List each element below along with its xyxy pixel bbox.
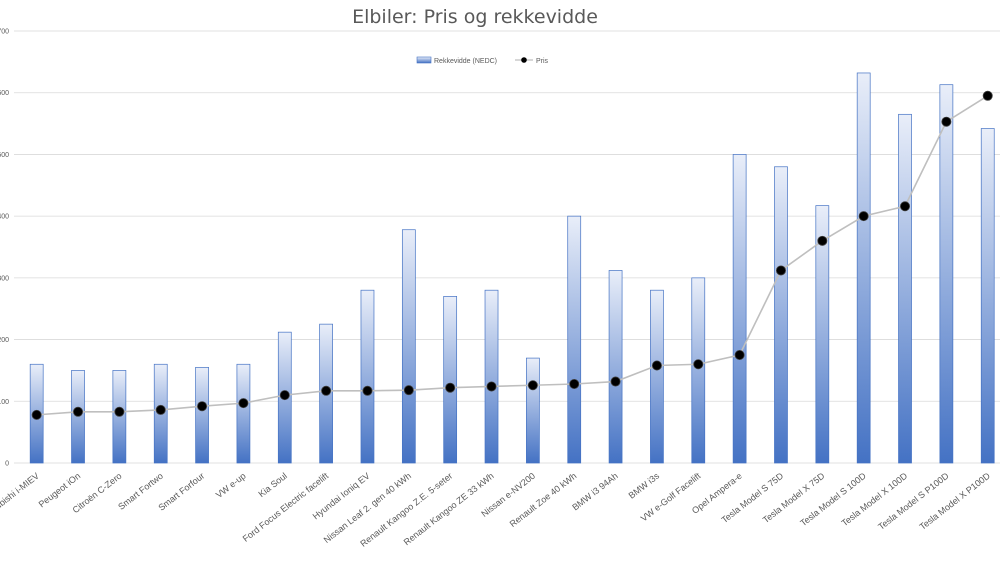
gridlines [14, 30, 1000, 464]
bar [650, 289, 664, 464]
bar [856, 72, 871, 464]
category-label: Smart Forfour [156, 471, 206, 513]
bar [567, 215, 582, 464]
bar [980, 128, 995, 464]
price-marker [321, 385, 332, 396]
legend-bar-swatch [416, 56, 432, 64]
y-tick-label: 300 [0, 275, 9, 282]
bar [608, 270, 623, 464]
price-marker [486, 381, 497, 392]
price-marker [610, 376, 621, 387]
price-marker [982, 90, 993, 101]
price-marker [817, 235, 828, 246]
price-line [36, 95, 989, 416]
y-axis-ticks: 0 100 200 300 400 500 600 700 [0, 29, 9, 468]
price-marker [31, 409, 42, 420]
bar [939, 84, 954, 464]
category-label: Kia Soul [256, 471, 289, 500]
bar [732, 154, 747, 464]
bar [691, 277, 706, 464]
bar [774, 166, 788, 464]
y-tick-label: 100 [0, 399, 9, 406]
price-marker [693, 359, 704, 370]
price-marker [403, 385, 414, 396]
bar [815, 205, 830, 464]
legend-marker-swatch [521, 57, 527, 63]
price-marker [900, 201, 911, 212]
bar [401, 229, 416, 464]
price-marker [858, 211, 869, 222]
bar [484, 289, 499, 464]
price-marker [651, 360, 662, 371]
legend-line-label: Pris [536, 58, 549, 65]
bar [195, 366, 209, 464]
price-marker [775, 265, 786, 276]
price-marker [238, 398, 249, 409]
price-marker [114, 406, 125, 417]
price-marker [941, 116, 952, 127]
chart-title: Elbiler: Pris og rekkevidde [352, 6, 598, 28]
price-marker [197, 401, 208, 412]
bar [360, 289, 375, 464]
category-label: Mitsubishi i-MIEV [0, 471, 41, 522]
category-label: Tesla Model X P100D [918, 470, 993, 531]
category-label: Ford Focus Electric facelift [241, 470, 331, 543]
bar [526, 357, 540, 464]
price-marker [155, 404, 166, 415]
y-tick-label: 400 [0, 214, 9, 221]
price-marker [73, 406, 84, 417]
price-marker [734, 349, 745, 360]
bar [443, 296, 458, 464]
y-tick-label: 600 [0, 90, 9, 97]
bar [236, 363, 251, 464]
price-marker [569, 379, 580, 390]
y-tick-label: 200 [0, 337, 9, 344]
price-marker [362, 385, 373, 396]
category-label: BMW i3s [627, 470, 662, 500]
category-label: BMW i3 94Ah [570, 471, 620, 513]
y-tick-label: 0 [5, 461, 9, 468]
legend: Rekkevidde (NEDC) Pris [416, 56, 549, 65]
price-marker [445, 382, 456, 393]
line-series [31, 90, 993, 420]
bar-series [29, 72, 995, 464]
y-tick-label: 500 [0, 152, 9, 159]
price-marker [279, 390, 290, 401]
price-marker [527, 380, 538, 391]
legend-bar-label: Rekkevidde (NEDC) [434, 58, 497, 65]
category-label: Tesla Model S P100D [876, 470, 951, 531]
bar [898, 113, 912, 464]
category-label: VW e-up [214, 471, 248, 500]
y-tick-label: 700 [0, 29, 9, 36]
